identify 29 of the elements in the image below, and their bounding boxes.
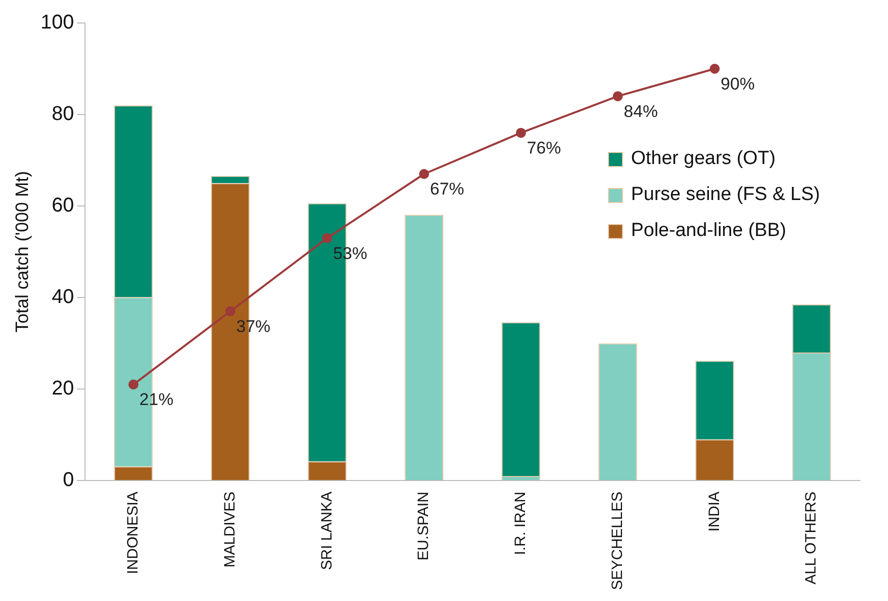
y-tick-label: 60 — [52, 194, 74, 217]
y-axis-title: Total catch ('000 Mt) — [12, 171, 32, 333]
x-tick-label: ALL OTHERS — [802, 492, 820, 584]
y-tick-label: 40 — [52, 286, 74, 308]
point — [128, 380, 138, 390]
y-tick-label: 80 — [52, 103, 74, 126]
legend-label: Pole-and-line (BB) — [630, 220, 786, 242]
point — [322, 233, 332, 244]
point — [710, 64, 720, 74]
legend-label: Purse seine (FS & LS) — [630, 184, 820, 206]
x-tick-label: SEYCHELLES — [608, 492, 626, 590]
y-tick-label: 100 — [40, 12, 74, 34]
legend-label: Other gears (OT) — [630, 148, 776, 170]
y-tick-label: 20 — [52, 378, 74, 400]
x-tick-label: EU.SPAIN — [415, 492, 432, 561]
point — [225, 306, 236, 316]
point — [516, 128, 526, 138]
data-label: 90% — [720, 74, 755, 94]
x-tick-label: I.R. IRAN — [512, 492, 530, 555]
point — [419, 169, 430, 180]
data-label: 76% — [526, 138, 561, 158]
x-tick-label: SRI LANKA — [318, 492, 336, 570]
y-tick-label: 0 — [62, 469, 74, 492]
data-label: 84% — [624, 102, 658, 121]
x-tick-label: MALDIVES — [221, 492, 238, 568]
x-tick-label: INDONESIA — [124, 492, 142, 574]
point — [612, 91, 623, 102]
x-tick-label: INDIA — [706, 492, 723, 532]
data-label: 67% — [430, 180, 464, 199]
